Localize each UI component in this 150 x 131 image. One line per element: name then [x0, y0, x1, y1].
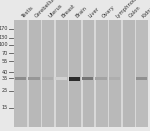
Text: Brain: Brain — [74, 6, 88, 19]
Text: Cerebellum: Cerebellum — [34, 0, 59, 19]
Text: 55: 55 — [2, 59, 8, 64]
Bar — [41, 20, 42, 127]
Bar — [14, 20, 27, 127]
Bar — [27, 20, 29, 127]
Text: Lymphnode: Lymphnode — [114, 0, 140, 19]
Text: Colon: Colon — [128, 5, 142, 19]
Text: 35: 35 — [2, 76, 8, 81]
Text: Testis: Testis — [21, 5, 35, 19]
Text: Kidney: Kidney — [141, 3, 150, 19]
Bar — [68, 20, 69, 127]
Bar — [28, 77, 40, 80]
Bar — [69, 77, 80, 81]
Text: 25: 25 — [2, 88, 8, 93]
Bar — [135, 20, 136, 127]
Bar — [123, 20, 135, 127]
Text: 15: 15 — [2, 105, 8, 110]
Bar — [108, 20, 109, 127]
Bar — [136, 20, 148, 127]
Bar — [15, 77, 26, 80]
Bar — [121, 20, 123, 127]
Text: 70: 70 — [2, 51, 8, 56]
Text: 170: 170 — [0, 26, 8, 31]
Bar — [109, 77, 120, 80]
Bar — [82, 77, 93, 80]
Bar — [14, 20, 148, 127]
Text: Liver: Liver — [88, 6, 101, 19]
Bar — [82, 20, 94, 127]
Text: Ovary: Ovary — [101, 4, 116, 19]
Text: Uterus: Uterus — [48, 3, 63, 19]
Bar — [56, 20, 68, 127]
Bar — [81, 20, 82, 127]
Bar — [69, 20, 81, 127]
Text: 130: 130 — [0, 35, 8, 40]
Bar — [95, 77, 107, 80]
Bar — [42, 20, 54, 127]
Bar — [42, 77, 53, 80]
Bar — [96, 20, 108, 127]
Bar — [109, 20, 121, 127]
Bar — [136, 77, 147, 80]
Bar — [94, 20, 96, 127]
Text: Breast: Breast — [61, 3, 76, 19]
Bar — [54, 20, 56, 127]
Bar — [29, 20, 41, 127]
Text: 40: 40 — [2, 70, 8, 75]
Bar — [55, 77, 67, 80]
Text: 100: 100 — [0, 42, 8, 47]
